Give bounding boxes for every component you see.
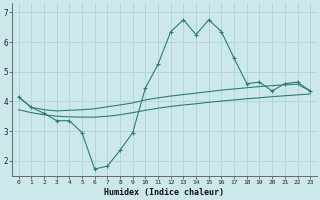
X-axis label: Humidex (Indice chaleur): Humidex (Indice chaleur)	[104, 188, 224, 197]
